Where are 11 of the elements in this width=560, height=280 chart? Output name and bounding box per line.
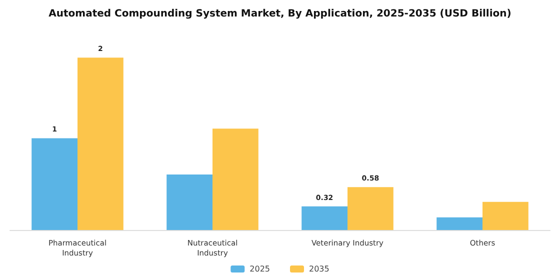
bar bbox=[78, 58, 124, 230]
chart-title: Automated Compounding System Market, By Application, 2025-2035 (USD Billion) bbox=[48, 8, 512, 20]
legend-label: 2025 bbox=[250, 264, 270, 274]
bar bbox=[348, 187, 394, 230]
legend-label: 2035 bbox=[309, 264, 330, 274]
bar bbox=[302, 206, 348, 230]
bar bbox=[32, 138, 78, 230]
bar bbox=[166, 174, 212, 230]
bar bbox=[482, 202, 528, 230]
bar bbox=[212, 128, 258, 230]
bar bbox=[436, 217, 482, 230]
